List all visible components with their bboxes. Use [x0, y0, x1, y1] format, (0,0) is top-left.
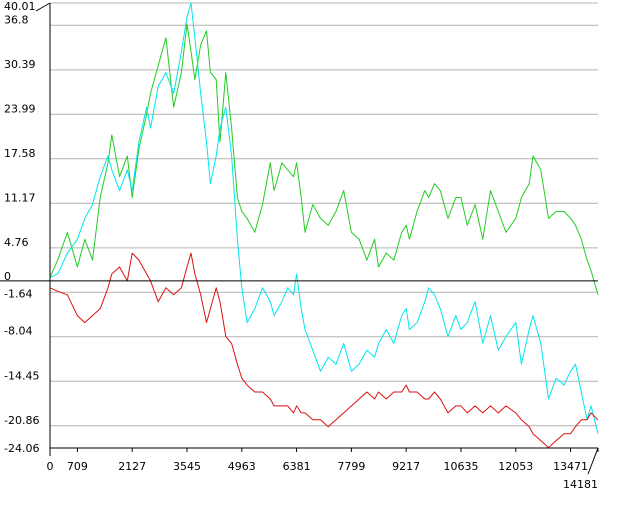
- x-tick-label: 12053: [498, 460, 533, 473]
- y-tick-label: 40.01: [4, 0, 36, 13]
- y-tick-label: 0: [4, 270, 11, 283]
- x-tick-label: 14181: [563, 478, 598, 491]
- y-axis-end-tick: [35, 2, 51, 12]
- y-tick-label: 30.39: [4, 58, 36, 71]
- y-tick-label: -1.64: [4, 287, 32, 300]
- y-tick-label: 17.58: [4, 147, 36, 160]
- x-tick-label: 9217: [392, 460, 420, 473]
- x-tick-labels: 0 709 2127 3545 4963 6381 7799 9217 10635 12053 13…: [47, 448, 599, 491]
- y-tick-label: 36.8: [4, 13, 29, 26]
- axes: [35, 2, 599, 475]
- x-tick-label: 7799: [337, 460, 365, 473]
- x-tick-label: 13471: [553, 460, 588, 473]
- x-tick-label: 709: [67, 460, 88, 473]
- y-tick-label: -20.86: [4, 414, 39, 427]
- x-tick-label: 3545: [173, 460, 201, 473]
- y-tick-label: -8.04: [4, 325, 32, 338]
- y-tick-label: -14.45: [4, 369, 39, 382]
- x-tick-label: 2127: [118, 460, 146, 473]
- x-tick-label: 0: [47, 460, 54, 473]
- y-tick-label: 23.99: [4, 102, 36, 115]
- series-line-2: [49, 2, 599, 434]
- x-tick-label: 10635: [443, 460, 478, 473]
- y-tick-label: 11.17: [4, 191, 36, 204]
- series-line-1: [49, 23, 599, 295]
- y-tick-label: -24.06: [4, 442, 39, 455]
- x-axis-end-tick: [587, 447, 599, 475]
- x-tick-label: 6381: [283, 460, 311, 473]
- x-tick-label: 4963: [228, 460, 256, 473]
- y-tick-label: 4.76: [4, 236, 29, 249]
